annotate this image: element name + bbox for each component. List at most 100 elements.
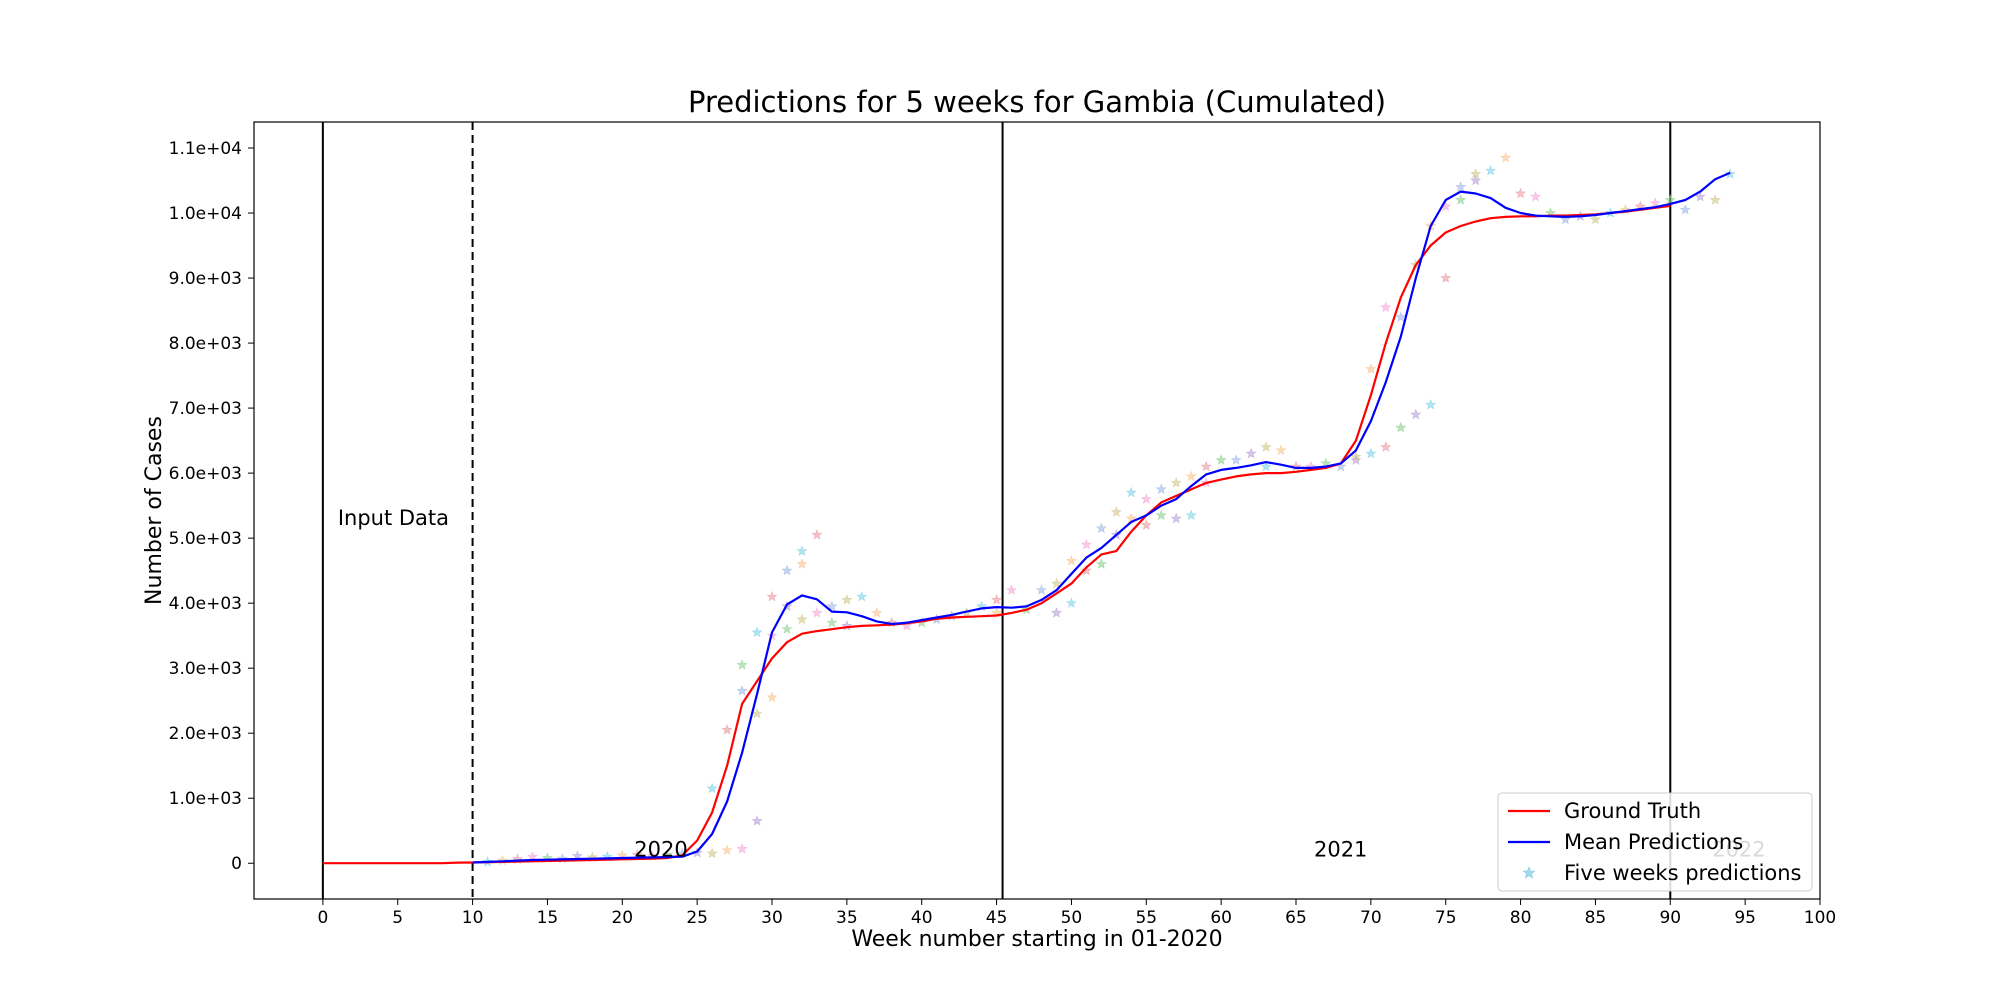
legend: Ground Truth Mean Predictions Five weeks p… — [1497, 792, 1813, 892]
prediction-point — [826, 600, 838, 612]
prediction-point — [1155, 509, 1167, 521]
prediction-point — [1065, 597, 1078, 608]
prediction-point — [1140, 493, 1152, 504]
x-tick-label: 75 — [1435, 908, 1457, 928]
prediction-point — [1694, 190, 1706, 202]
prediction-point — [1350, 454, 1362, 465]
prediction-point — [751, 626, 763, 638]
prediction-point — [1005, 584, 1018, 595]
prediction-point — [1440, 272, 1452, 283]
y-tick-label: 0 — [231, 854, 242, 874]
prediction-point — [1425, 398, 1437, 410]
prediction-point — [1395, 421, 1407, 433]
y-tick-label: 3.0e+03 — [169, 659, 242, 679]
prediction-point — [1140, 519, 1152, 530]
series-layer — [322, 151, 1736, 867]
y-tick-label: 5.0e+03 — [169, 529, 242, 549]
prediction-point — [721, 844, 733, 856]
prediction-point — [1380, 301, 1392, 313]
annotation-input-data: Input Data — [338, 506, 449, 530]
x-tick-label: 95 — [1734, 908, 1756, 928]
prediction-point — [736, 685, 748, 696]
prediction-point — [1185, 470, 1197, 482]
prediction-point — [766, 691, 778, 703]
prediction-point — [1455, 181, 1467, 192]
series-line-mean-predictions — [472, 171, 1731, 864]
x-tick-label: 100 — [1804, 908, 1836, 928]
prediction-point — [1170, 512, 1182, 524]
x-tick-label: 40 — [911, 908, 933, 928]
legend-entry: Mean Predictions — [1564, 830, 1743, 854]
x-tick-label: 90 — [1659, 908, 1681, 928]
prediction-point — [1035, 584, 1048, 595]
x-tick-label: 80 — [1510, 908, 1532, 928]
prediction-point — [1499, 151, 1512, 163]
prediction-point — [1410, 408, 1422, 420]
y-tick-label: 1.0e+03 — [169, 789, 242, 809]
prediction-point — [1245, 447, 1257, 459]
y-tick-label: 2.0e+03 — [169, 724, 242, 744]
prediction-point — [990, 594, 1003, 605]
prediction-point — [1395, 311, 1407, 322]
prediction-point — [1125, 486, 1137, 498]
prediction-point — [1350, 451, 1362, 462]
x-tick-label: 25 — [686, 908, 708, 928]
y-tick-label: 7.0e+03 — [169, 399, 242, 419]
prediction-point — [1095, 522, 1107, 534]
prediction-point — [1260, 460, 1272, 472]
x-tick-label: 15 — [537, 908, 559, 928]
legend-swatch — [1522, 866, 1536, 879]
x-tick-label: 10 — [462, 908, 484, 928]
prediction-point — [1050, 607, 1062, 618]
y-tick-label: 6.0e+03 — [169, 464, 242, 484]
prediction-point — [1215, 454, 1227, 465]
prediction-point — [781, 564, 793, 576]
prediction-point — [1080, 538, 1093, 550]
annotation-2020: 2020 — [634, 838, 687, 862]
prediction-point — [1589, 213, 1602, 225]
legend-entry: Five weeks predictions — [1564, 861, 1802, 885]
legend-entry: Ground Truth — [1564, 799, 1701, 823]
prediction-point — [1260, 441, 1272, 452]
legend-box — [1497, 792, 1813, 892]
prediction-point — [1470, 168, 1482, 179]
prediction-point — [796, 613, 808, 625]
prediction-point — [1080, 564, 1093, 576]
prediction-point — [811, 529, 823, 540]
prediction-point — [826, 616, 838, 628]
prediction-point — [1380, 441, 1392, 452]
prediction-point — [1155, 483, 1167, 495]
prediction-point — [841, 594, 853, 605]
x-axis-label: Week number starting in 01-2020 — [851, 927, 1222, 952]
x-tick-label: 35 — [836, 908, 858, 928]
prediction-point — [796, 558, 808, 569]
x-tick-label: 50 — [1061, 908, 1083, 928]
prediction-point — [1230, 454, 1242, 465]
prediction-point — [736, 659, 748, 670]
prediction-point — [1529, 190, 1542, 202]
y-tick-label: 4.0e+03 — [169, 594, 242, 614]
prediction-point — [1050, 577, 1062, 589]
prediction-point — [1170, 477, 1182, 488]
prediction-point — [796, 545, 808, 556]
prediction-point — [1649, 197, 1661, 208]
prediction-point — [766, 590, 778, 602]
prediction-point — [751, 815, 763, 826]
y-tick-label: 1.1e+04 — [169, 139, 242, 159]
y-axis: 0 1.0e+03 2.0e+03 3.0e+03 4.0e+03 5.0e+03 6.0e… — [169, 139, 254, 874]
prediction-point — [1275, 444, 1287, 456]
prediction-point — [1365, 363, 1377, 374]
prediction-point — [1185, 509, 1197, 521]
prediction-point — [1455, 194, 1467, 205]
prediction-point — [706, 782, 718, 794]
x-tick-label: 70 — [1360, 908, 1382, 928]
prediction-point — [781, 623, 793, 634]
prediction-point — [526, 850, 538, 862]
y-tick-label: 9.0e+03 — [169, 269, 242, 289]
plot-frame — [253, 121, 1821, 900]
x-tick-label: 45 — [986, 908, 1008, 928]
prediction-point — [811, 607, 823, 618]
prediction-point — [871, 607, 883, 618]
chart-title: Predictions for 5 weeks for Gambia (Cumu… — [688, 85, 1386, 119]
